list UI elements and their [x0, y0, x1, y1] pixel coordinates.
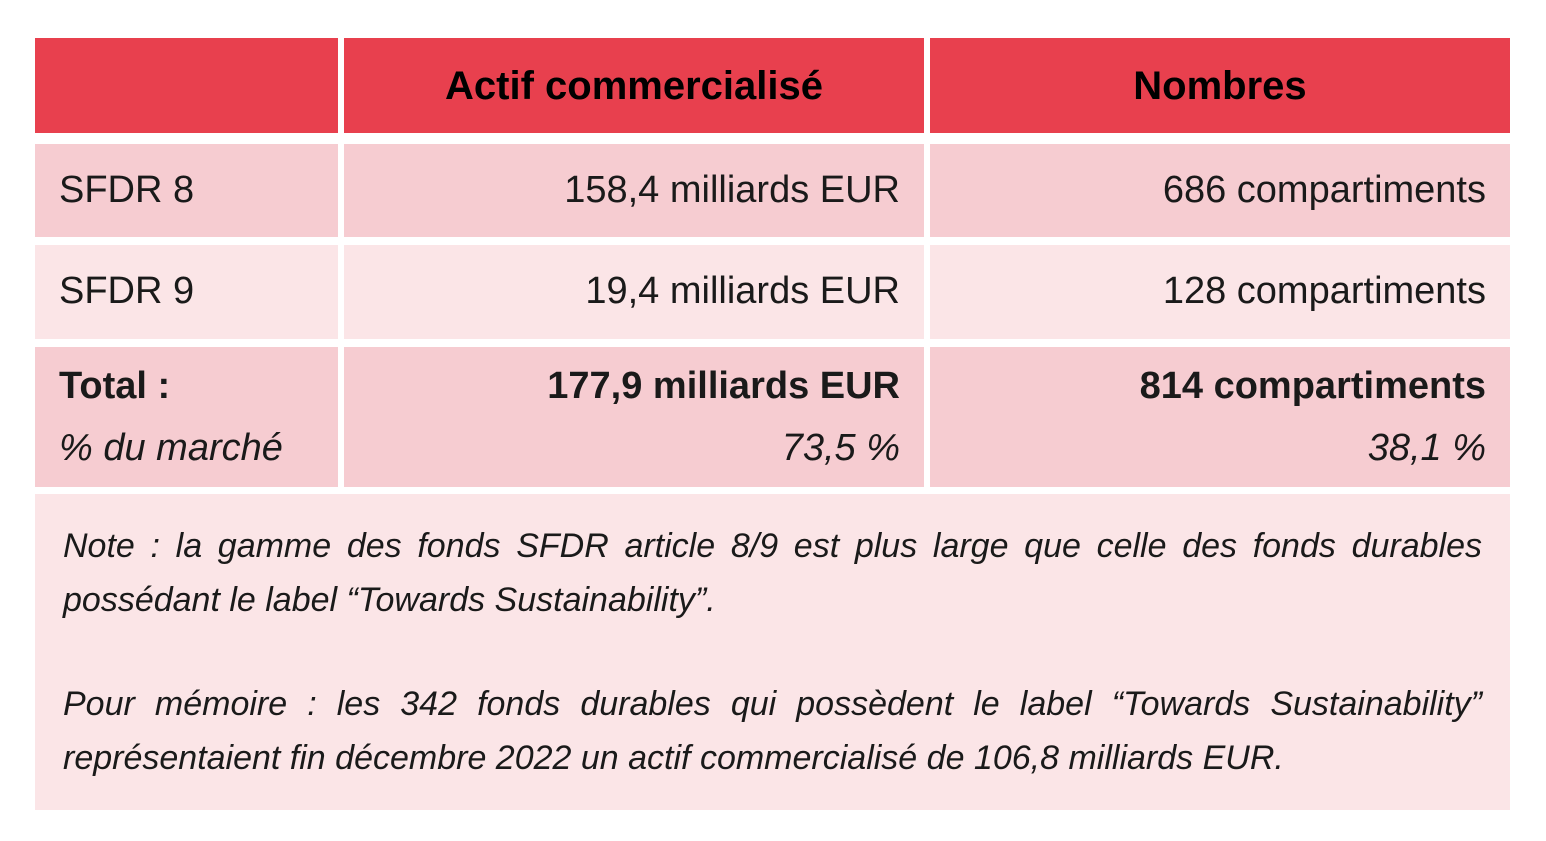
cell-sfdr8-actif: 158,4 milliards EUR [344, 144, 924, 237]
row-label-sfdr8: SFDR 8 [35, 144, 338, 237]
note-paragraph-2: Pour mémoire : les 342 fonds durables qu… [63, 685, 1482, 777]
row-label-total: Total : % du marché [35, 347, 338, 487]
row-label-sfdr9: SFDR 9 [35, 245, 338, 339]
cell-sfdr9-actif: 19,4 milliards EUR [344, 245, 924, 339]
total-actif-value: 177,9 milliards EUR [547, 365, 900, 407]
total-nombres-value: 814 compartiments [1139, 365, 1486, 407]
cell-total-actif: 177,9 milliards EUR 73,5 % [344, 347, 924, 487]
total-nombres-pct: 38,1 % [1367, 427, 1486, 469]
table-row-total: Total : % du marché 177,9 milliards EUR … [35, 347, 1510, 487]
total-sublabel: % du marché [59, 427, 283, 469]
table-row-sfdr9: SFDR 9 19,4 milliards EUR 128 compartime… [35, 245, 1510, 339]
total-actif-pct: 73,5 % [781, 427, 900, 469]
total-label: Total : [59, 365, 171, 407]
table-header-actif: Actif commercialisé [344, 38, 924, 133]
table-header-nombres: Nombres [930, 38, 1510, 133]
cell-sfdr9-nombres: 128 compartiments [930, 245, 1510, 339]
cell-total-nombres: 814 compartiments 38,1 % [930, 347, 1510, 487]
table-row-sfdr8: SFDR 8 158,4 milliards EUR 686 compartim… [35, 144, 1510, 237]
table-header-row: Actif commercialisé Nombres [35, 38, 1510, 133]
table-header-empty-cell [35, 38, 338, 133]
note-paragraph-1: Note : la gamme des fonds SFDR article 8… [63, 527, 1482, 619]
note-block: Note : la gamme des fonds SFDR article 8… [35, 494, 1510, 810]
cell-sfdr8-nombres: 686 compartiments [930, 144, 1510, 237]
